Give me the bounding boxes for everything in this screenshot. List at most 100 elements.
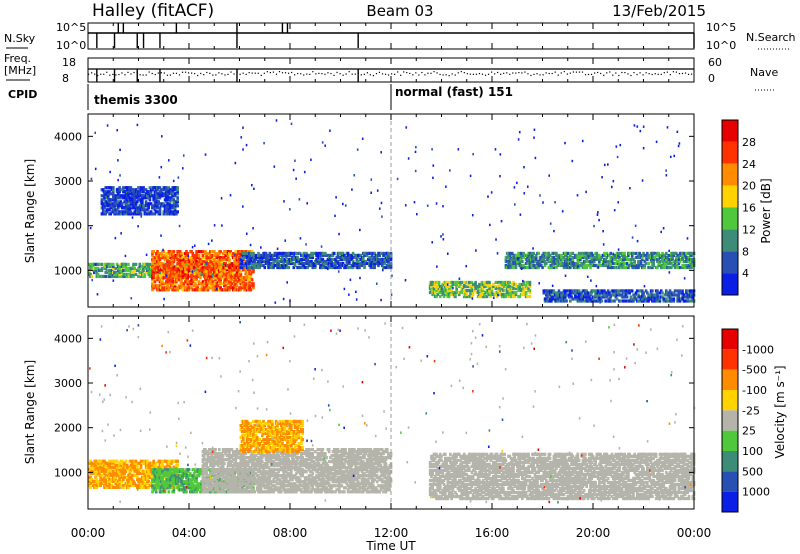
scatter-cell bbox=[637, 293, 640, 297]
scatter-cell bbox=[176, 192, 179, 196]
scatter-cell bbox=[243, 255, 246, 260]
scatter-cell bbox=[178, 270, 182, 274]
scatter-cell bbox=[111, 188, 115, 192]
scatter-cell bbox=[678, 259, 682, 264]
scatter-cell bbox=[441, 292, 445, 297]
noise-cell bbox=[337, 261, 339, 264]
scatter-cell bbox=[111, 190, 115, 194]
scatter-cell bbox=[229, 250, 232, 254]
noise-cell bbox=[499, 174, 501, 178]
scatter-cell bbox=[171, 190, 174, 194]
scatter-cell bbox=[599, 297, 602, 301]
scatter-cell bbox=[201, 256, 205, 260]
scatter-cell bbox=[580, 291, 583, 295]
scatter-cell bbox=[201, 280, 205, 284]
noise-cell bbox=[668, 249, 670, 253]
scatter-cell bbox=[132, 190, 135, 194]
scatter-cell bbox=[382, 251, 385, 256]
scatter-cell bbox=[108, 463, 111, 467]
noise-cell bbox=[636, 239, 639, 243]
scatter-cell bbox=[229, 280, 232, 284]
scatter-cell bbox=[161, 194, 164, 198]
scatter-cell bbox=[678, 265, 682, 270]
scatter-cell bbox=[619, 257, 623, 262]
scatter-cell bbox=[485, 294, 489, 299]
scatter-cell bbox=[334, 265, 337, 270]
scatter-cell bbox=[178, 284, 182, 288]
scatter-cell bbox=[118, 186, 121, 190]
scatter-cell bbox=[579, 293, 582, 297]
scatter-cell bbox=[604, 293, 607, 297]
nsky-panel: N.Sky 10^5 10^0 10^5 10^0 N.Search bbox=[4, 21, 796, 52]
scatter-cell bbox=[378, 261, 381, 266]
scatter-cell bbox=[125, 190, 129, 194]
scatter-cell bbox=[305, 251, 308, 256]
nave-dot bbox=[200, 72, 202, 75]
nave-dot bbox=[178, 74, 181, 76]
scatter-cell bbox=[209, 276, 212, 280]
nave-dot bbox=[203, 74, 205, 76]
noise-cell bbox=[458, 277, 461, 280]
scatter-cell bbox=[225, 258, 229, 262]
scatter-cell bbox=[327, 261, 331, 266]
scatter-cell bbox=[521, 282, 524, 287]
noise-cell bbox=[538, 282, 541, 285]
scatter-cell bbox=[508, 292, 512, 297]
scatter-cell bbox=[185, 262, 188, 266]
scatter-cell bbox=[191, 268, 195, 272]
noise-cell bbox=[532, 259, 534, 263]
scatter-cell bbox=[218, 266, 221, 270]
scatter-cell bbox=[158, 210, 162, 214]
scatter-cell bbox=[555, 291, 558, 295]
colorbar-swatch bbox=[722, 273, 738, 295]
scatter-cell bbox=[129, 212, 133, 216]
scatter-cell bbox=[196, 286, 200, 290]
scatter-cell bbox=[175, 212, 178, 216]
noise-cell bbox=[643, 285, 646, 288]
scatter-cell bbox=[629, 259, 633, 264]
noise-cell bbox=[590, 279, 592, 282]
noise-cell bbox=[665, 174, 668, 177]
scatter-cell bbox=[589, 261, 592, 266]
scatter-cell bbox=[586, 253, 590, 258]
scatter-cell bbox=[132, 270, 135, 275]
noise-cell bbox=[629, 187, 631, 190]
scatter-cell bbox=[541, 265, 544, 270]
scatter-cell bbox=[527, 286, 530, 291]
nave-dot bbox=[106, 71, 108, 73]
scatter-cell bbox=[528, 255, 532, 260]
scatter-cell bbox=[110, 483, 114, 487]
scatter-cell bbox=[233, 268, 236, 272]
scatter-cell bbox=[526, 255, 529, 260]
scatter-cell bbox=[192, 278, 196, 282]
scatter-cell bbox=[557, 253, 561, 258]
scatter-cell bbox=[676, 259, 679, 264]
scatter-cell bbox=[517, 257, 520, 262]
scatter-cell bbox=[141, 202, 144, 206]
scatter-cell bbox=[93, 461, 96, 465]
scatter-cell bbox=[210, 278, 214, 282]
scatter-cell bbox=[137, 266, 140, 270]
scatter-cell bbox=[139, 485, 143, 489]
scatter-cell bbox=[219, 282, 222, 286]
noise-cell bbox=[585, 190, 587, 194]
scatter-cell bbox=[507, 282, 510, 287]
scatter-cell bbox=[168, 278, 172, 282]
scatter-cell bbox=[495, 286, 499, 291]
scatter-cell bbox=[162, 256, 166, 260]
scatter-cell bbox=[677, 255, 681, 260]
scatter-cell bbox=[308, 255, 312, 260]
scatter-cell bbox=[186, 276, 190, 280]
noise-cell bbox=[114, 236, 117, 240]
scatter-cell bbox=[186, 284, 190, 288]
scatter-cell bbox=[596, 299, 600, 303]
scatter-cell bbox=[142, 461, 145, 465]
scatter-cell bbox=[507, 294, 510, 299]
scatter-cell bbox=[178, 262, 182, 266]
colorbar-swatch bbox=[722, 163, 738, 186]
scatter-cell bbox=[166, 270, 169, 274]
scatter-cell bbox=[109, 473, 113, 477]
scatter-cell bbox=[512, 259, 515, 264]
scatter-cell bbox=[115, 459, 119, 463]
scatter-cell bbox=[478, 284, 481, 289]
